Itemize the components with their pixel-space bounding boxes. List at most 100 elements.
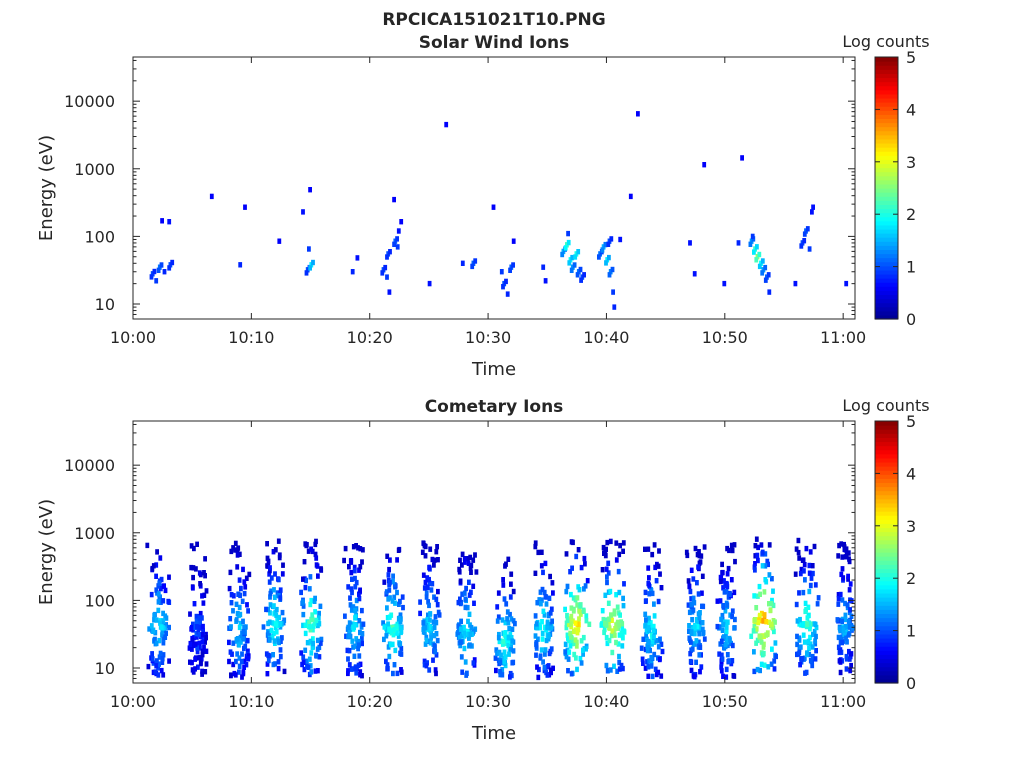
heatmap-cell xyxy=(150,651,154,657)
heatmap-cell xyxy=(689,667,694,674)
heatmap-cell xyxy=(392,627,397,633)
heatmap-cell xyxy=(456,623,461,629)
heatmap-cell xyxy=(572,628,576,635)
heatmap-cell xyxy=(357,567,361,573)
heatmap-cell xyxy=(468,554,473,561)
heatmap-cell xyxy=(587,621,592,627)
x-tick-label: 10:10 xyxy=(228,328,274,347)
heatmap-cell xyxy=(163,587,168,594)
colorbar-swatch xyxy=(875,261,898,267)
heatmap-cell xyxy=(348,621,352,627)
heatmap-cell xyxy=(656,598,661,605)
heatmap-cell xyxy=(194,618,199,624)
heatmap-cell xyxy=(421,572,426,578)
heatmap-cell xyxy=(725,583,730,590)
heatmap-cell xyxy=(316,668,320,674)
colorbar-swatch xyxy=(875,151,898,156)
heatmap-cell xyxy=(577,587,582,593)
heatmap-cell xyxy=(847,656,852,662)
heatmap-cell xyxy=(466,556,470,562)
heatmap-cell xyxy=(272,587,276,593)
heatmap-cell xyxy=(358,629,362,636)
heatmap-cell xyxy=(807,651,812,658)
heatmap-cell xyxy=(509,616,514,622)
colorbar-frame xyxy=(874,56,899,320)
heatmap-cell xyxy=(229,548,234,555)
heatmap-cell xyxy=(351,604,356,610)
heatmap-cell xyxy=(500,672,505,678)
heatmap-cell xyxy=(807,570,812,576)
colorbar-swatch xyxy=(875,118,898,124)
heatmap-cell xyxy=(456,599,461,606)
heatmap-cell xyxy=(730,658,735,664)
heatmap-cell xyxy=(272,594,277,600)
heatmap-cell xyxy=(698,610,702,616)
heatmap-cell xyxy=(432,557,437,563)
colorbar-swatch xyxy=(875,138,898,144)
heatmap-cell xyxy=(649,587,653,593)
heatmap-cell xyxy=(729,577,734,583)
colorbar-swatch xyxy=(875,441,898,447)
heatmap-cell xyxy=(796,549,801,556)
heatmap-cell xyxy=(384,633,389,639)
heatmap-cell xyxy=(799,243,804,249)
heatmap-cell xyxy=(231,545,235,551)
heatmap-cell xyxy=(607,272,612,278)
colorbar-swatch xyxy=(875,552,898,557)
heatmap-cell xyxy=(278,595,283,601)
heatmap-cell xyxy=(601,544,606,551)
heatmap-cell xyxy=(751,628,756,634)
heatmap-cell xyxy=(433,614,438,620)
heatmap-cell xyxy=(565,612,569,619)
heatmap-cell xyxy=(160,659,165,665)
colorbar-swatch xyxy=(875,662,898,668)
heatmap-cell xyxy=(616,619,620,626)
colorbar-swatch xyxy=(875,654,898,660)
heatmap-cell xyxy=(505,616,509,622)
heatmap-cell xyxy=(758,591,762,597)
heatmap-cell xyxy=(810,653,815,660)
heatmap-cell xyxy=(646,565,651,571)
heatmap-cell xyxy=(304,577,308,584)
heatmap-cell xyxy=(753,561,757,567)
heatmap-cell xyxy=(399,667,403,673)
heatmap-cell xyxy=(396,633,401,639)
heatmap-cell xyxy=(203,573,207,579)
heatmap-cell xyxy=(191,574,195,581)
heatmap-cell xyxy=(235,651,240,657)
heatmap-cell xyxy=(308,638,313,645)
heatmap-cell xyxy=(161,618,166,624)
heatmap-cell xyxy=(202,644,206,651)
colorbar-swatch xyxy=(875,273,898,279)
heatmap-cell xyxy=(758,667,762,674)
heatmap-cell xyxy=(146,663,151,670)
heatmap-cell xyxy=(844,629,849,635)
heatmap-cell xyxy=(161,652,166,658)
heatmap-cell xyxy=(510,638,515,644)
heatmap-cell xyxy=(732,589,737,596)
heatmap-cell xyxy=(697,549,701,555)
heatmap-cell xyxy=(270,620,275,626)
heatmap-cell xyxy=(686,602,691,608)
heatmap-cell xyxy=(278,647,283,653)
heatmap-cell xyxy=(458,642,463,649)
heatmap-cell xyxy=(810,209,814,215)
heatmap-cell xyxy=(188,641,193,648)
heatmap-cell xyxy=(649,659,654,665)
heatmap-cell xyxy=(803,577,807,583)
heatmap-cell xyxy=(767,572,772,578)
colorbar-swatch xyxy=(875,560,898,565)
heatmap-cell xyxy=(233,672,238,678)
heatmap-cell xyxy=(760,610,764,617)
heatmap-cell xyxy=(643,665,648,671)
heatmap-cell xyxy=(539,549,544,555)
heatmap-cell xyxy=(608,588,613,595)
heatmap-cell xyxy=(535,600,540,606)
heatmap-cell xyxy=(604,634,609,641)
heatmap-cell xyxy=(350,576,354,582)
heatmap-cell xyxy=(647,575,651,581)
heatmap-cell xyxy=(472,600,476,606)
heatmap-cell xyxy=(154,573,158,579)
heatmap-cell xyxy=(647,658,652,664)
heatmap-cell xyxy=(471,557,476,563)
